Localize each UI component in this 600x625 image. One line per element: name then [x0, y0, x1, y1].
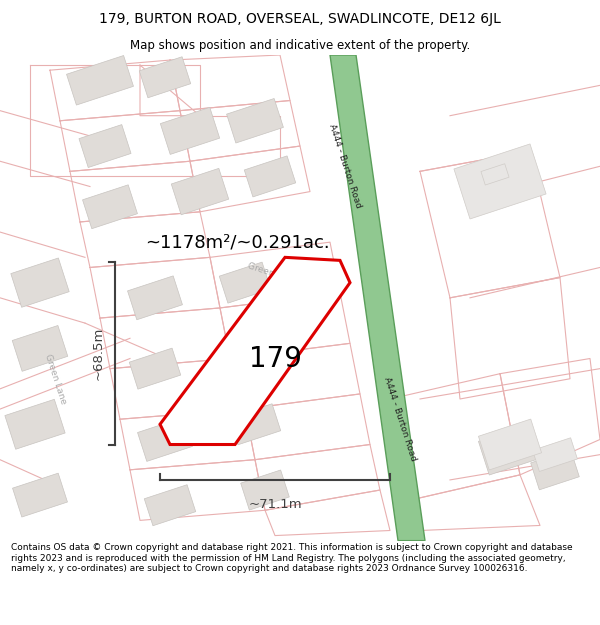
- Polygon shape: [457, 146, 544, 217]
- Text: A444 - Burton Road: A444 - Burton Road: [327, 123, 363, 209]
- Polygon shape: [83, 185, 137, 229]
- Polygon shape: [226, 333, 274, 374]
- Text: 179, BURTON ROAD, OVERSEAL, SWADLINCOTE, DE12 6JL: 179, BURTON ROAD, OVERSEAL, SWADLINCOTE,…: [99, 12, 501, 26]
- Polygon shape: [227, 99, 283, 143]
- Text: ~68.5m: ~68.5m: [92, 327, 105, 380]
- Polygon shape: [12, 326, 68, 371]
- Polygon shape: [144, 485, 196, 526]
- Text: ~71.1m: ~71.1m: [248, 498, 302, 511]
- Text: ~1178m²/~0.291ac.: ~1178m²/~0.291ac.: [145, 233, 329, 251]
- Polygon shape: [533, 438, 577, 471]
- Polygon shape: [5, 399, 65, 449]
- Polygon shape: [454, 144, 546, 219]
- Polygon shape: [11, 258, 69, 308]
- Polygon shape: [13, 473, 67, 517]
- Polygon shape: [481, 164, 509, 185]
- Text: Green D...: Green D...: [247, 261, 293, 284]
- Polygon shape: [79, 124, 131, 168]
- Polygon shape: [139, 57, 191, 98]
- Polygon shape: [483, 173, 517, 200]
- Polygon shape: [160, 258, 350, 444]
- Polygon shape: [531, 450, 579, 490]
- Polygon shape: [478, 424, 542, 475]
- Polygon shape: [219, 262, 271, 303]
- Polygon shape: [330, 55, 425, 541]
- Polygon shape: [229, 404, 281, 445]
- Polygon shape: [129, 348, 181, 389]
- Polygon shape: [160, 107, 220, 154]
- Polygon shape: [171, 168, 229, 215]
- Polygon shape: [67, 56, 133, 105]
- Polygon shape: [478, 419, 542, 470]
- Text: 179: 179: [248, 344, 302, 372]
- Text: Contains OS data © Crown copyright and database right 2021. This information is : Contains OS data © Crown copyright and d…: [11, 543, 572, 573]
- Text: A444 - Burton Road: A444 - Burton Road: [382, 376, 418, 462]
- Polygon shape: [137, 418, 193, 461]
- Polygon shape: [244, 156, 296, 197]
- Polygon shape: [128, 276, 182, 320]
- Text: Green Lane: Green Lane: [43, 352, 67, 405]
- Text: Map shows position and indicative extent of the property.: Map shows position and indicative extent…: [130, 39, 470, 51]
- Polygon shape: [241, 470, 289, 510]
